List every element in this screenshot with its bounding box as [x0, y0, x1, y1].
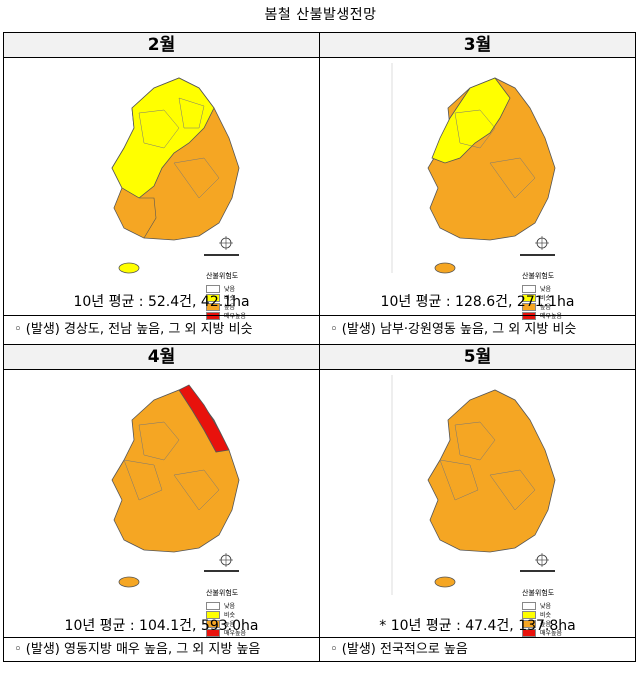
legend-swatch [522, 601, 536, 610]
legend-label: 비슷 [224, 295, 236, 302]
korea-risk-map: 산불위험도 낮음 비슷 높음 매우높음 [320, 58, 635, 320]
legend-swatch [206, 284, 220, 293]
legend-label: 비슷 [540, 295, 552, 302]
legend-swatch [206, 628, 220, 637]
legend-label: 낮음 [224, 603, 236, 610]
legend-item: 낮음 [206, 601, 266, 610]
legend-item: 매우높음 [206, 628, 266, 637]
panel-may: 5월 산불위험도 낮음 비슷 높음 매우높음 * 10년 평균 : 47.4건, 13… [320, 345, 635, 661]
ten-year-average: 10년 평균 : 52.4건, 42.1ha [73, 294, 250, 310]
forecast-note: ◦ (발생) 경상도, 전남 높음, 그 외 지방 비슷 [4, 315, 319, 344]
legend-swatch [206, 302, 220, 311]
legend-label: 높음 [224, 621, 236, 628]
legend-label: 낮음 [540, 286, 552, 293]
page-title: 봄철 산불발생전망 [264, 7, 377, 23]
legend-label: 높음 [224, 304, 236, 311]
legend-item: 낮음 [206, 284, 266, 293]
map-legend: 산불위험도 낮음 비슷 높음 매우높음 [206, 588, 266, 637]
legend-label: 매우높음 [224, 313, 247, 320]
forecast-note: ◦ (발생) 전국적으로 높음 [320, 637, 635, 661]
ten-year-average: 10년 평균 : 104.1건, 593.0ha [64, 618, 259, 634]
legend-item: 매우높음 [522, 628, 582, 637]
legend-swatch [206, 610, 220, 619]
legend-swatch [522, 284, 536, 293]
legend-label: 매우높음 [540, 313, 563, 320]
legend-swatch [522, 619, 536, 628]
legend-swatch [206, 619, 220, 628]
legend-label: 매우높음 [224, 630, 247, 637]
legend-label: 매우높음 [540, 630, 563, 637]
legend-swatch [522, 610, 536, 619]
legend-swatch [206, 293, 220, 302]
legend-label: 비슷 [540, 612, 552, 619]
legend-item: 비슷 [522, 293, 582, 302]
legend-item: 높음 [522, 302, 582, 311]
ten-year-average: 10년 평균 : 128.6건, 271.1ha [380, 294, 575, 310]
legend-item: 비슷 [206, 293, 266, 302]
month-header: 4월 [4, 345, 319, 370]
legend-label: 비슷 [224, 612, 236, 619]
legend-item: 낮음 [522, 284, 582, 293]
legend-label: 낮음 [540, 603, 552, 610]
legend-item: 높음 [206, 302, 266, 311]
legend-swatch [522, 302, 536, 311]
legend-swatch [206, 601, 220, 610]
legend-item: 높음 [522, 619, 582, 628]
forecast-note: ◦ (발생) 영동지방 매우 높음, 그 외 지방 높음 [4, 637, 319, 661]
legend-item: 비슷 [206, 610, 266, 619]
forecast-grid: 2월 산불위험도 낮음 비슷 높음 매우높음 10년 평 [3, 32, 636, 662]
korea-risk-map: 산불위험도 낮음 비슷 높음 매우높음 [4, 58, 319, 320]
month-header: 5월 [320, 345, 635, 370]
legend-label: 높음 [540, 304, 552, 311]
map-legend: 산불위험도 낮음 비슷 높음 매우높음 [522, 588, 582, 637]
korea-risk-map: 산불위험도 낮음 비슷 높음 매우높음 [4, 370, 319, 637]
legend-item: 비슷 [522, 610, 582, 619]
month-header: 2월 [4, 33, 319, 58]
panel-april: 4월 산불위험도 낮음 비슷 높음 매우높음 10년 평균 : 104.1건, 593… [4, 345, 320, 661]
legend-swatch [522, 628, 536, 637]
map-legend: 산불위험도 낮음 비슷 높음 매우높음 [522, 271, 582, 320]
forecast-note: ◦ (발생) 남부·강원영동 높음, 그 외 지방 비슷 [320, 315, 635, 344]
legend-item: 높음 [206, 619, 266, 628]
ten-year-average: * 10년 평균 : 47.4건, 137.8ha [379, 618, 576, 634]
month-header: 3월 [320, 33, 635, 58]
panel-march: 3월 산불위험도 낮음 비슷 높음 매우높음 10년 평균 : 128.6건, 271… [320, 33, 635, 345]
panel-february: 2월 산불위험도 낮음 비슷 높음 매우높음 10년 평 [4, 33, 320, 345]
korea-risk-map: 산불위험도 낮음 비슷 높음 매우높음 [320, 370, 635, 637]
legend-item: 낮음 [522, 601, 582, 610]
legend-swatch [522, 293, 536, 302]
legend-label: 낮음 [224, 286, 236, 293]
legend-label: 높음 [540, 621, 552, 628]
